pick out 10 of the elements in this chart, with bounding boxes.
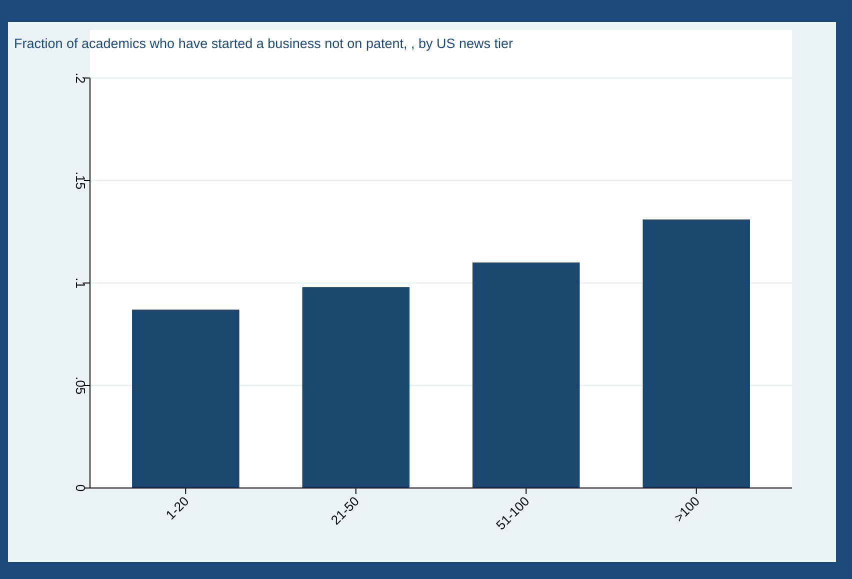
- bar: [132, 310, 240, 488]
- y-tick-label: .15: [73, 171, 88, 190]
- y-tick-label: 0: [73, 484, 88, 492]
- y-tick-label: .05: [73, 376, 88, 395]
- y-tick-label: .2: [73, 72, 88, 84]
- y-tick-label: .1: [73, 278, 88, 288]
- bar: [642, 219, 750, 488]
- bar: [302, 287, 410, 488]
- chart-title: Fraction of academics who have started a business not on patent, , by US news tier: [14, 36, 514, 51]
- bar: [472, 262, 580, 488]
